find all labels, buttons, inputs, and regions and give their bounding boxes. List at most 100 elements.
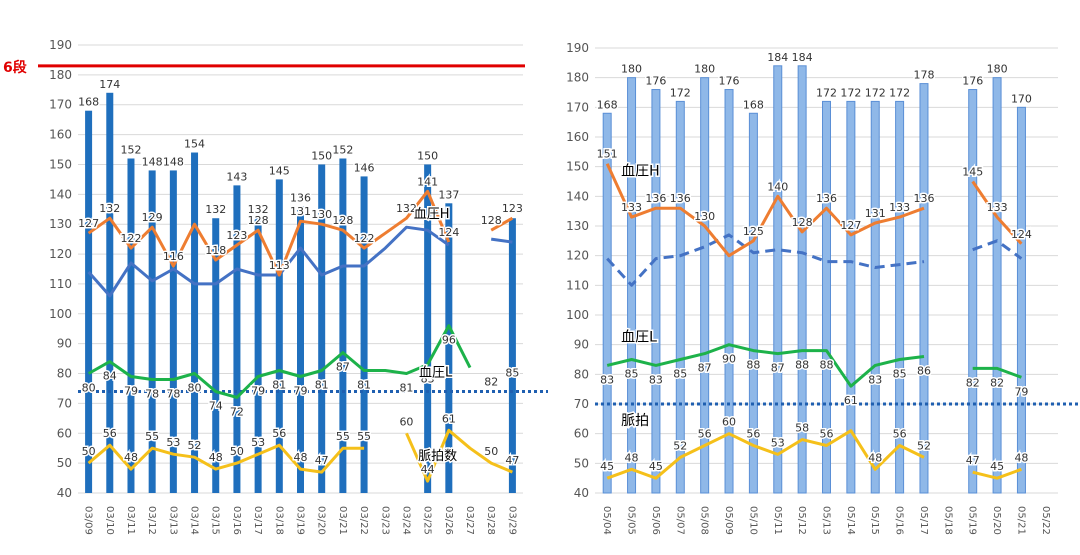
- x-tick-label: 05/07: [674, 506, 685, 535]
- x-tick-label: 05/12: [796, 506, 807, 535]
- pulse-label: 48: [1014, 451, 1028, 464]
- pulse-label: 44: [421, 463, 435, 476]
- bp-low-label: 81: [399, 382, 413, 395]
- bar-data-label: 180: [694, 63, 715, 76]
- bar: [106, 92, 114, 493]
- bp-low-label: 74: [209, 399, 223, 412]
- bp-low-label: 79: [1014, 385, 1028, 398]
- bar-data-label: 176: [962, 75, 983, 88]
- bar-data-label: 168: [743, 98, 764, 111]
- bar: [212, 218, 220, 493]
- y-tick-label: 190: [566, 41, 589, 55]
- x-tick-label: 03/17: [252, 506, 263, 535]
- bp-low-label: 87: [336, 361, 350, 374]
- bar: [797, 65, 807, 494]
- bar: [651, 89, 661, 494]
- bp-low-label: 80: [188, 382, 202, 395]
- pulse-label: 47: [505, 454, 519, 467]
- bp-high-label: 132: [396, 202, 417, 215]
- bar-data-label: 137: [438, 188, 459, 201]
- x-tick-label: 05/09: [723, 506, 734, 535]
- line-bp-high: [971, 180, 1023, 245]
- bar-data-label: 136: [290, 191, 311, 204]
- bp-high-label: 116: [163, 250, 184, 263]
- pulse-label: 56: [746, 428, 760, 441]
- bp-high-label: 133: [987, 201, 1008, 214]
- bar: [968, 89, 978, 494]
- y-tick-label: 70: [574, 397, 589, 411]
- x-tick-label: 05/21: [1015, 506, 1026, 535]
- x-tick-label: 05/13: [821, 506, 832, 535]
- pulse-label: 48: [625, 451, 639, 464]
- bp-high-label: 133: [889, 201, 910, 214]
- bar: [1016, 106, 1026, 494]
- line-pulse: [972, 467, 1022, 480]
- bp-low-label: 78: [166, 388, 180, 401]
- bar-data-label: 132: [205, 203, 226, 216]
- y-tick-label: 190: [49, 38, 72, 52]
- line-pulse: [87, 443, 365, 474]
- chart-panel-2: 4050607080901001101201301401501601701801…: [566, 41, 1080, 535]
- x-tick-label: 03/15: [210, 506, 221, 535]
- y-tick-label: 60: [574, 427, 589, 441]
- bar-data-label: 152: [120, 143, 141, 156]
- bar: [169, 170, 177, 493]
- bp-low-label: 83: [421, 373, 435, 386]
- pulse-label: 45: [649, 460, 663, 473]
- bp-high-label: 122: [120, 232, 141, 245]
- bp-low-label: 86: [917, 365, 931, 378]
- x-tick-label: 05/04: [601, 506, 612, 535]
- y-tick-label: 100: [566, 308, 589, 322]
- line-bp-high-avg: [490, 237, 513, 244]
- y-tick-label: 170: [49, 98, 72, 112]
- bar: [675, 100, 685, 494]
- bar: [339, 158, 347, 493]
- line-bp-high-avg: [606, 233, 925, 287]
- bp-low-label: 83: [600, 373, 614, 386]
- line-pulse: [606, 429, 925, 480]
- line-bp-high: [490, 216, 514, 232]
- pulse-label: 56: [272, 427, 286, 440]
- pulse-label: 48: [868, 451, 882, 464]
- bp-low-label: 85: [625, 368, 639, 381]
- bp-low-label: 85: [893, 368, 907, 381]
- series-label-bp-high: 血圧H: [414, 207, 450, 222]
- line-bp-high: [87, 189, 451, 277]
- pulse-label: 52: [917, 439, 931, 452]
- pulse-label: 56: [893, 428, 907, 441]
- y-tick-label: 140: [566, 189, 589, 203]
- bp-low-label: 79: [251, 385, 265, 398]
- series-label-bp-low: 血圧L: [419, 366, 453, 381]
- line-bp-low: [606, 343, 925, 388]
- bar: [275, 179, 283, 493]
- y-tick-label: 100: [49, 307, 72, 321]
- bp-high-label: 118: [205, 244, 226, 257]
- x-tick-label: 03/28: [485, 506, 496, 535]
- pulse-label: 60: [722, 416, 736, 429]
- bar-data-label: 172: [889, 86, 910, 99]
- bar-data-label: 132: [248, 203, 269, 216]
- bp-high-label: 136: [913, 192, 934, 205]
- bp-high-label: 141: [417, 175, 438, 188]
- bp-high-label: 128: [481, 214, 502, 227]
- bp-high-label: 136: [816, 192, 837, 205]
- bar-data-label: 180: [621, 63, 642, 76]
- x-tick-label: 05/17: [918, 506, 929, 535]
- bar-data-label: 146: [354, 161, 375, 174]
- y-tick-label: 80: [57, 367, 72, 381]
- bar-data-label: 172: [816, 86, 837, 99]
- bar-data-label: 184: [767, 51, 788, 64]
- pulse-label: 50: [484, 445, 498, 458]
- y-tick-label: 180: [566, 71, 589, 85]
- bar-data-label: 176: [719, 75, 740, 88]
- y-tick-label: 130: [566, 219, 589, 233]
- series-label-pulse: 脈拍数: [418, 449, 457, 464]
- bar: [822, 100, 831, 494]
- y-tick-label: 180: [49, 68, 72, 82]
- x-tick-label: 03/24: [400, 506, 411, 535]
- x-tick-label: 05/20: [991, 506, 1002, 535]
- x-tick-label: 03/14: [189, 506, 200, 535]
- bar-data-label: 180: [987, 63, 1008, 76]
- bp-low-label: 88: [820, 359, 834, 372]
